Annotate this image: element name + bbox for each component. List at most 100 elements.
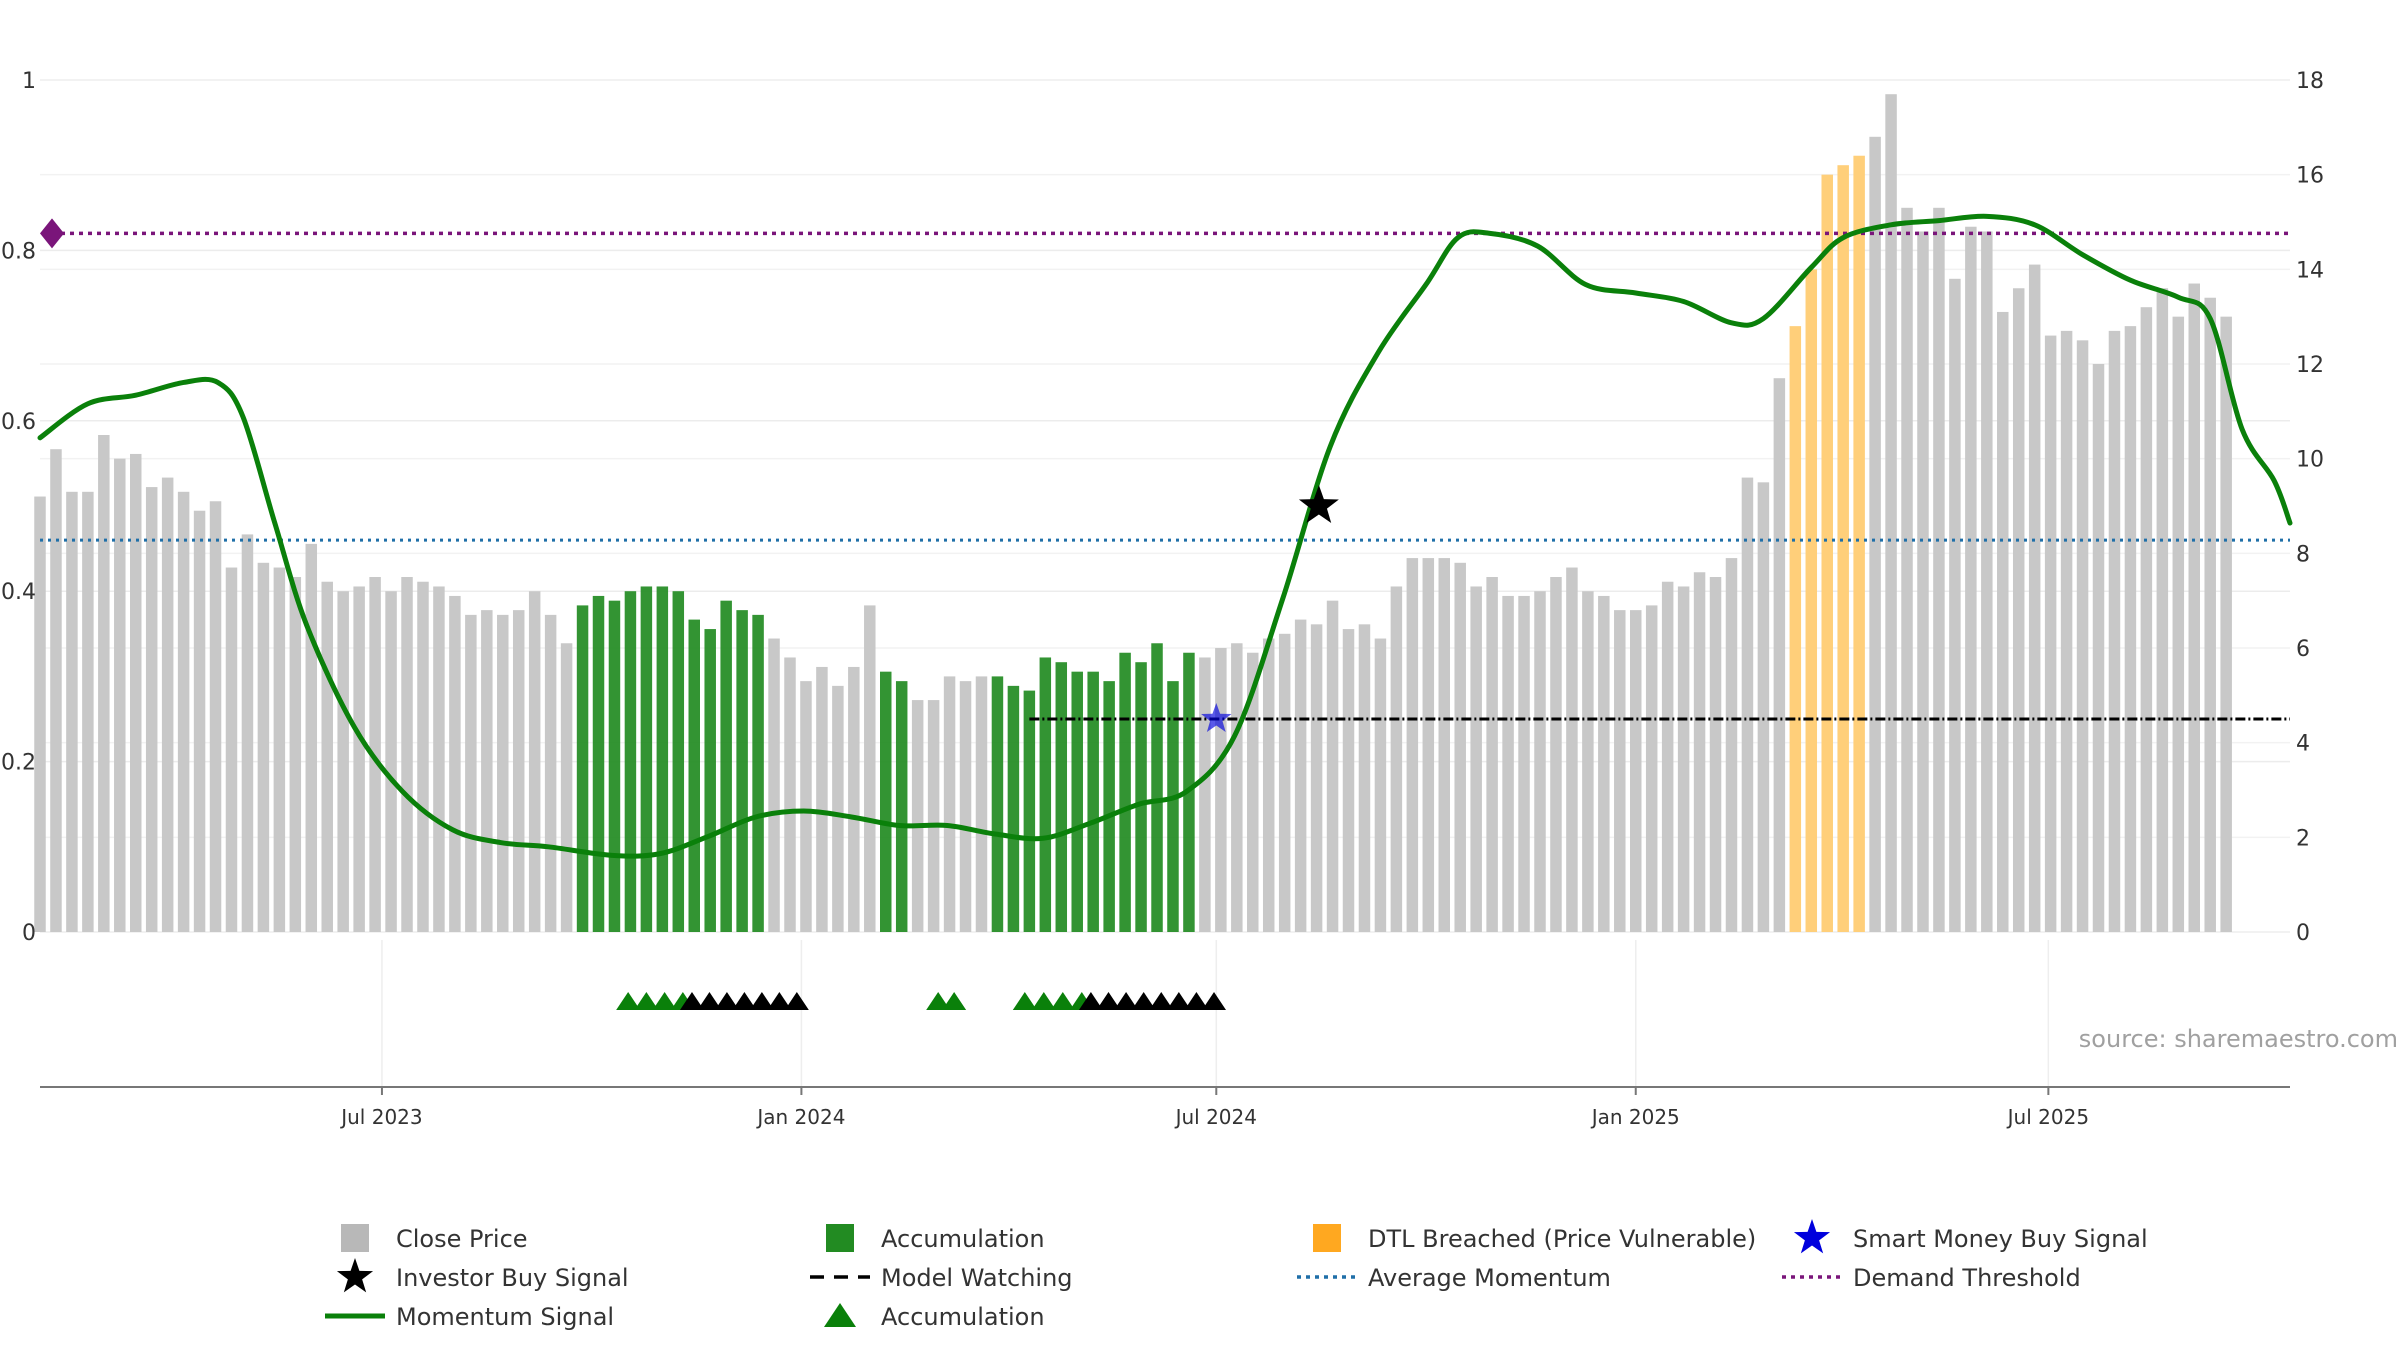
close-price-bar [1630, 610, 1642, 932]
close-price-bar [1933, 207, 1945, 933]
right-tick-label: 12 [2296, 353, 2324, 378]
accumulation-triangle-black [1202, 992, 1227, 1010]
accumulation-bar [1103, 681, 1115, 932]
close-price-bar [209, 501, 222, 932]
close-price-bar [800, 681, 812, 932]
close-price-bar [1247, 652, 1259, 932]
close-price-bar [2172, 316, 2185, 933]
right-tick-label: 18 [2296, 69, 2324, 94]
close-price-bar [784, 657, 796, 932]
accumulation-bar [640, 586, 653, 932]
close-price-bar [1901, 207, 1913, 933]
close-price-bar [66, 491, 78, 932]
close-price-bar [1422, 558, 1435, 932]
accumulation-bar [1087, 671, 1099, 932]
close-price-bar [1693, 572, 1706, 932]
close-price-bar [1709, 577, 1722, 932]
close-price-bar [417, 581, 429, 932]
left-tick-label: 0.6 [1, 410, 36, 435]
demand-threshold-marker [40, 218, 64, 249]
accumulation-triangle-black [1078, 992, 1103, 1010]
close-price-bar [1566, 567, 1578, 932]
close-price-bar [2060, 330, 2073, 932]
accumulation-bar [672, 591, 685, 932]
lines-layer [37, 213, 2293, 859]
close-price-bar [959, 681, 972, 932]
accumulation-triangle [1031, 992, 1056, 1010]
close-price-bar [768, 638, 780, 932]
left-tick-label: 1 [22, 69, 36, 94]
close-price-bar [1614, 610, 1626, 932]
source-annotation: source: sharemaestro.com [2079, 1025, 2398, 1053]
close-price-bar [177, 491, 190, 932]
right-tick-label: 2 [2296, 826, 2310, 851]
left-tick-label: 0.4 [1, 580, 36, 605]
dtl-breached-bar [1837, 165, 1849, 932]
close-price-bar [560, 643, 573, 932]
close-price-bar [512, 610, 525, 932]
close-price-bar [337, 591, 349, 932]
close-price-bar [34, 496, 46, 932]
legend-label: Demand Threshold [1853, 1264, 2081, 1292]
close-price-bar [927, 700, 940, 932]
close-price-bar [2124, 326, 2137, 933]
close-price-bar [1278, 633, 1291, 932]
smart-money-buy-star [1201, 703, 1232, 732]
legend-label: DTL Breached (Price Vulnerable) [1368, 1225, 1756, 1253]
accumulation-triangle [652, 992, 677, 1010]
accumulation-bar [704, 629, 716, 932]
accumulation-triangle [926, 992, 951, 1010]
close-price-bar [161, 477, 174, 932]
close-price-bar [114, 458, 126, 932]
legend-label: Close Price [396, 1225, 528, 1253]
investor-buy-star [1298, 485, 1339, 523]
accumulation-bar [752, 614, 764, 932]
close-price-bar [1725, 558, 1738, 932]
right-tick-label: 8 [2296, 542, 2310, 567]
x-tick-label: Jul 2024 [1174, 1105, 1257, 1129]
accumulation-bar [624, 591, 637, 932]
dtl-breached-bar [1805, 269, 1818, 932]
close-price-bar [1262, 638, 1275, 932]
right-tick-label: 16 [2296, 164, 2324, 189]
close-price-bar [145, 487, 158, 932]
close-price-bar [305, 543, 318, 932]
accumulation-triangle-black [1131, 992, 1156, 1010]
legend-label: Momentum Signal [396, 1303, 614, 1331]
close-price-bar [975, 676, 988, 932]
close-price-bar [1406, 558, 1419, 932]
legend-label: Smart Money Buy Signal [1853, 1225, 2148, 1253]
legend-label: Accumulation [881, 1303, 1045, 1331]
right-tick-label: 6 [2296, 637, 2310, 662]
close-price-bar [528, 591, 541, 932]
close-price-bar [2156, 288, 2169, 932]
accumulation-triangle-black [1184, 992, 1209, 1010]
right-tick-label: 14 [2296, 258, 2324, 283]
close-price-bar [353, 586, 365, 932]
dtl-breached-bar [1821, 174, 1833, 932]
x-tick-label: Jul 2023 [339, 1105, 422, 1129]
close-price-bar [1741, 477, 1754, 932]
accumulation-bar [736, 610, 748, 932]
accumulation-bar [1151, 643, 1163, 932]
x-tick-label: Jul 2025 [2006, 1105, 2089, 1129]
close-price-bar [864, 605, 876, 932]
close-price-bar [273, 567, 286, 932]
markers-layer [40, 218, 1339, 1010]
legend-star-icon [336, 1258, 374, 1293]
close-price-bar [544, 614, 557, 932]
close-price-bar [385, 591, 397, 932]
legend-star-icon [1793, 1219, 1831, 1254]
accumulation-triangle-black [714, 992, 739, 1010]
left-tick-label: 0 [22, 921, 36, 946]
close-price-bar [1294, 619, 1307, 932]
close-price-bar [1677, 586, 1690, 932]
close-price-bar [832, 685, 844, 932]
close-price-bar [289, 577, 302, 932]
accumulation-triangle [1050, 992, 1075, 1010]
close-price-bar [911, 700, 924, 932]
accumulation-bar [1007, 685, 1020, 932]
close-price-bar [1310, 624, 1323, 932]
